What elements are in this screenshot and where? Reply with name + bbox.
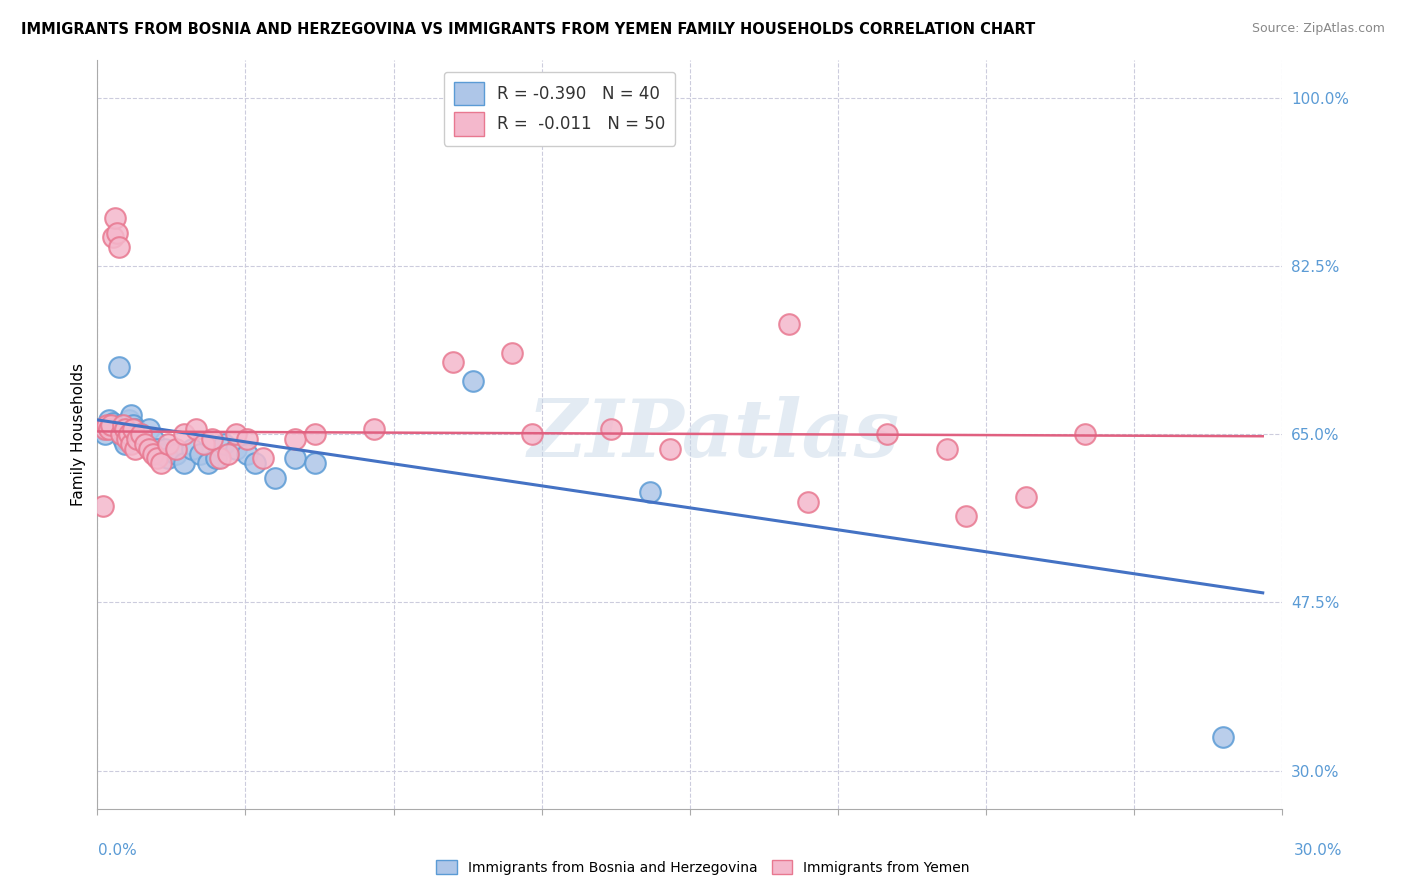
Point <box>129 427 152 442</box>
Point <box>145 442 167 456</box>
Point <box>134 437 156 451</box>
Point <box>115 432 138 446</box>
Point <box>304 427 326 442</box>
Point <box>264 470 287 484</box>
Point <box>138 442 160 456</box>
Point <box>441 355 464 369</box>
Point <box>142 432 165 446</box>
Point <box>225 442 247 456</box>
Point <box>110 427 132 442</box>
Point <box>184 423 207 437</box>
Text: ZIPatlas: ZIPatlas <box>527 395 900 473</box>
Point <box>205 451 228 466</box>
Point <box>104 211 127 226</box>
Point <box>124 442 146 456</box>
Point <box>105 226 128 240</box>
Point <box>122 423 145 437</box>
Y-axis label: Family Households: Family Households <box>72 363 86 506</box>
Point <box>96 417 118 432</box>
Point <box>797 494 820 508</box>
Point <box>110 417 132 432</box>
Point <box>138 423 160 437</box>
Text: IMMIGRANTS FROM BOSNIA AND HERZEGOVINA VS IMMIGRANTS FROM YEMEN FAMILY HOUSEHOLD: IMMIGRANTS FROM BOSNIA AND HERZEGOVINA V… <box>21 22 1035 37</box>
Point <box>225 427 247 442</box>
Point <box>91 500 114 514</box>
Point <box>284 432 307 446</box>
Point <box>120 408 142 422</box>
Point <box>125 432 148 446</box>
Point <box>98 423 121 437</box>
Point <box>363 423 385 437</box>
Point <box>181 442 204 456</box>
Point <box>212 437 235 451</box>
Point <box>157 437 180 451</box>
Point <box>520 427 543 442</box>
Point <box>118 427 141 442</box>
Point <box>245 456 267 470</box>
Point <box>165 446 187 460</box>
Point <box>304 456 326 470</box>
Point <box>149 456 172 470</box>
Point <box>236 446 259 460</box>
Point <box>955 508 977 523</box>
Point <box>98 413 121 427</box>
Point <box>157 451 180 466</box>
Point <box>284 451 307 466</box>
Point <box>1212 730 1234 744</box>
Point <box>108 240 131 254</box>
Point <box>201 432 224 446</box>
Point <box>122 417 145 432</box>
Point <box>101 416 124 430</box>
Point <box>876 427 898 442</box>
Point <box>461 375 484 389</box>
Point <box>1074 427 1097 442</box>
Point <box>659 442 682 456</box>
Point <box>188 446 211 460</box>
Point <box>252 451 274 466</box>
Point <box>112 432 135 446</box>
Point <box>173 456 195 470</box>
Point <box>173 427 195 442</box>
Point <box>91 423 114 437</box>
Point <box>129 427 152 442</box>
Point <box>118 413 141 427</box>
Legend: Immigrants from Bosnia and Herzegovina, Immigrants from Yemen: Immigrants from Bosnia and Herzegovina, … <box>430 855 976 880</box>
Point <box>114 437 136 451</box>
Point <box>501 345 523 359</box>
Point <box>114 423 136 437</box>
Point <box>120 437 142 451</box>
Point <box>115 427 138 442</box>
Point <box>935 442 957 456</box>
Point <box>1015 490 1038 504</box>
Point <box>101 230 124 244</box>
Point <box>600 423 623 437</box>
Point <box>105 423 128 437</box>
Point <box>217 446 239 460</box>
Point <box>108 359 131 374</box>
Point <box>640 485 662 500</box>
Point <box>124 423 146 437</box>
Point <box>125 432 148 446</box>
Point <box>94 427 117 442</box>
Point <box>165 442 187 456</box>
Point <box>145 451 167 466</box>
Point <box>236 432 259 446</box>
Point <box>134 437 156 451</box>
Point <box>100 419 122 434</box>
Point <box>153 442 176 456</box>
Text: Source: ZipAtlas.com: Source: ZipAtlas.com <box>1251 22 1385 36</box>
Point <box>112 417 135 432</box>
Point <box>193 437 215 451</box>
Legend: R = -0.390   N = 40, R =  -0.011   N = 50: R = -0.390 N = 40, R = -0.011 N = 50 <box>444 71 675 145</box>
Point <box>208 451 231 466</box>
Text: 0.0%: 0.0% <box>98 843 138 858</box>
Text: 30.0%: 30.0% <box>1295 843 1343 858</box>
Point <box>94 423 117 437</box>
Point <box>142 446 165 460</box>
Point <box>100 417 122 432</box>
Point <box>149 446 172 460</box>
Point <box>778 317 800 331</box>
Point <box>197 456 219 470</box>
